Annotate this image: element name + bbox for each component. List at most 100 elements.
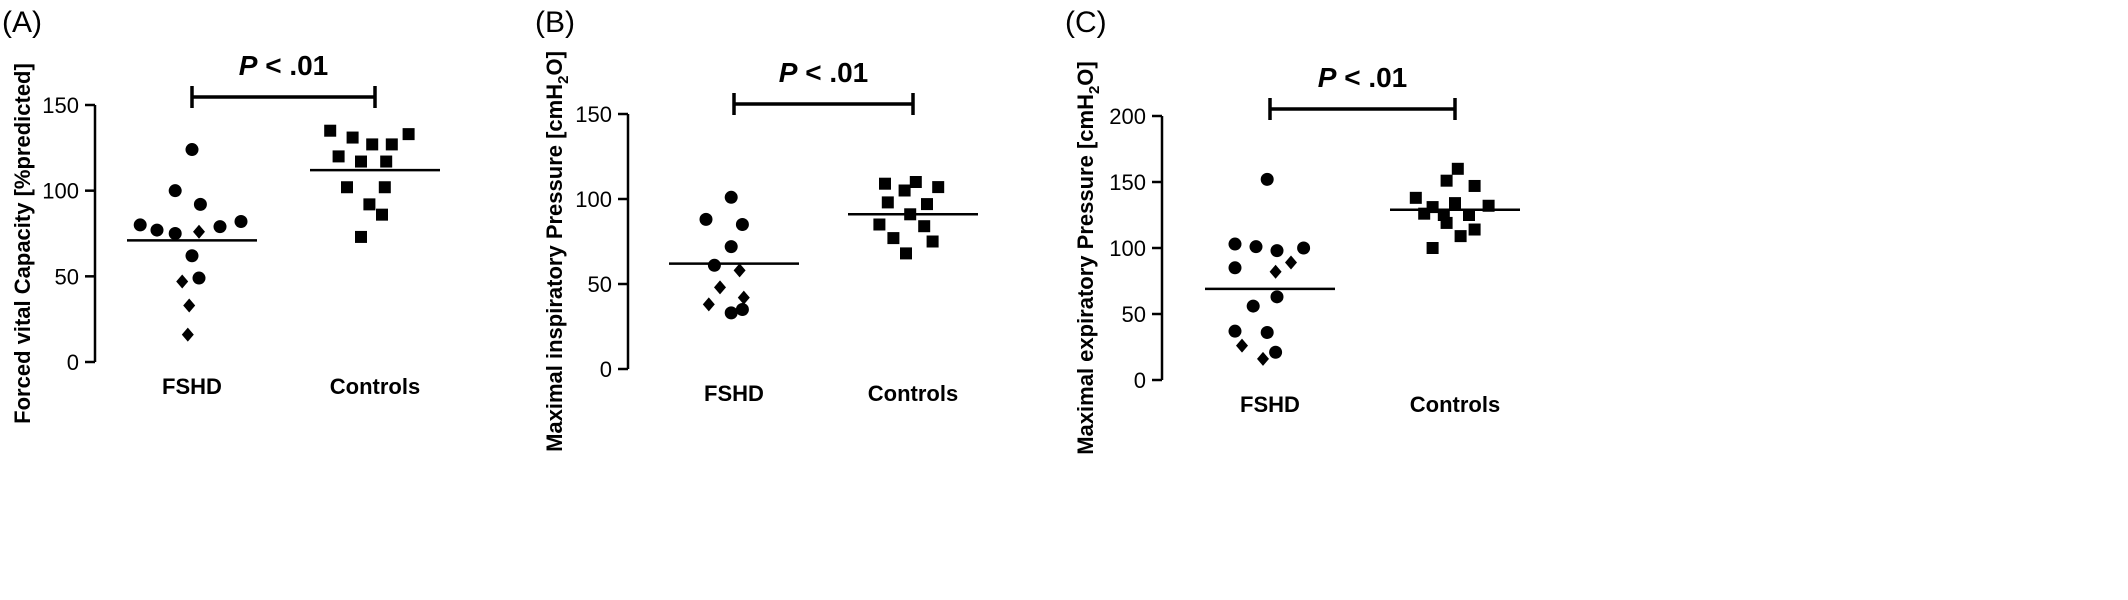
data-point-diamond bbox=[1236, 338, 1248, 353]
data-point-square bbox=[1454, 230, 1467, 243]
data-point-circle bbox=[1297, 241, 1311, 255]
y-tick-label: 50 bbox=[55, 264, 79, 289]
data-point-circle bbox=[133, 218, 147, 232]
data-point-square bbox=[932, 181, 945, 194]
data-point-square bbox=[881, 196, 894, 209]
significance-label: P < .01 bbox=[779, 57, 869, 88]
data-point-square bbox=[1463, 209, 1475, 221]
data-point-square bbox=[1449, 197, 1461, 210]
data-point-square bbox=[879, 177, 891, 190]
y-tick-label: 50 bbox=[1122, 302, 1146, 327]
data-point-square bbox=[926, 235, 939, 248]
data-point-diamond bbox=[1285, 255, 1297, 270]
data-point-circle bbox=[1270, 290, 1284, 304]
data-point-square bbox=[402, 128, 415, 141]
data-point-diamond bbox=[714, 280, 726, 295]
data-point-square bbox=[363, 198, 376, 211]
data-point-circle bbox=[1228, 237, 1242, 251]
data-point-square bbox=[1440, 216, 1453, 229]
data-point-circle bbox=[1249, 240, 1263, 254]
data-point-square bbox=[1482, 199, 1495, 212]
y-tick-label: 150 bbox=[42, 93, 79, 118]
data-point-diamond bbox=[733, 263, 746, 278]
y-tick-label: 0 bbox=[67, 350, 79, 375]
data-point-circle bbox=[168, 227, 182, 240]
data-point-circle bbox=[707, 258, 721, 272]
panel-letter: (A) bbox=[2, 6, 42, 39]
x-category-label: Controls bbox=[868, 381, 958, 406]
data-point-square bbox=[341, 181, 353, 194]
data-point-circle bbox=[168, 184, 182, 198]
significance-label: P < .01 bbox=[239, 50, 329, 81]
data-point-square bbox=[1451, 162, 1464, 175]
data-point-square bbox=[355, 155, 367, 168]
y-tick-label: 0 bbox=[600, 357, 612, 382]
chart-panel-1: (A) 0 50 100 150 Forced vital Capacity [%pred… bbox=[2, 6, 440, 424]
data-point-square bbox=[385, 138, 398, 151]
data-point-square bbox=[898, 184, 911, 197]
y-tick-label: 50 bbox=[588, 272, 612, 297]
y-tick-label: 100 bbox=[1109, 236, 1146, 261]
x-category-label: Controls bbox=[1410, 392, 1500, 417]
data-point-square bbox=[1440, 174, 1453, 187]
data-point-square bbox=[346, 131, 359, 144]
data-point-square bbox=[1426, 242, 1439, 254]
data-point-square bbox=[378, 181, 391, 194]
data-point-diamond bbox=[193, 224, 205, 239]
data-point-square bbox=[909, 176, 922, 188]
data-point-circle bbox=[1228, 324, 1242, 338]
data-point-square bbox=[1418, 207, 1431, 220]
x-category-label: Controls bbox=[330, 374, 420, 399]
data-point-circle bbox=[192, 271, 206, 285]
y-tick-label: 0 bbox=[1134, 368, 1146, 393]
significance-label: P < .01 bbox=[1318, 62, 1408, 93]
data-point-square bbox=[380, 155, 393, 168]
data-point-circle bbox=[699, 212, 713, 226]
y-tick-label: 100 bbox=[575, 187, 612, 212]
data-point-circle bbox=[1228, 261, 1242, 275]
data-point-circle bbox=[150, 223, 164, 237]
panel-letter: (B) bbox=[535, 6, 575, 39]
x-category-label: FSHD bbox=[704, 381, 764, 406]
data-point-square bbox=[900, 247, 912, 260]
y-tick-label: 150 bbox=[1109, 170, 1146, 195]
data-point-circle bbox=[1260, 325, 1274, 339]
data-point-diamond bbox=[1269, 264, 1282, 279]
y-tick-label: 100 bbox=[42, 179, 79, 204]
data-point-square bbox=[921, 198, 933, 211]
data-point-square bbox=[376, 208, 388, 221]
data-point-circle bbox=[193, 197, 207, 211]
data-point-circle bbox=[1246, 299, 1260, 313]
data-point-diamond bbox=[702, 297, 715, 312]
data-point-circle bbox=[1260, 172, 1274, 186]
data-point-diamond bbox=[737, 290, 750, 305]
data-point-circle bbox=[185, 249, 199, 263]
data-point-diamond bbox=[176, 274, 189, 289]
data-point-square bbox=[366, 138, 379, 151]
data-point-square bbox=[1468, 179, 1481, 192]
data-point-circle bbox=[185, 143, 199, 157]
data-point-circle bbox=[1270, 244, 1284, 258]
panel-letter: (C) bbox=[1065, 6, 1107, 39]
data-point-diamond bbox=[183, 298, 196, 313]
data-point-square bbox=[873, 218, 886, 231]
data-point-square bbox=[1409, 191, 1422, 204]
data-point-diamond bbox=[1257, 351, 1269, 366]
data-point-diamond bbox=[181, 327, 194, 342]
data-point-square bbox=[332, 150, 345, 163]
data-point-square bbox=[918, 220, 931, 233]
x-category-label: FSHD bbox=[1240, 392, 1300, 417]
data-point-circle bbox=[724, 190, 738, 204]
data-point-square bbox=[324, 124, 337, 137]
data-point-square bbox=[887, 232, 900, 245]
data-point-circle bbox=[735, 303, 749, 316]
data-point-circle bbox=[724, 306, 738, 320]
data-point-square bbox=[1468, 223, 1481, 236]
y-axis-label: Forced vital Capacity [%predicted] bbox=[10, 63, 35, 424]
data-point-circle bbox=[213, 220, 227, 234]
data-point-square bbox=[355, 230, 367, 243]
data-point-square bbox=[904, 208, 917, 221]
